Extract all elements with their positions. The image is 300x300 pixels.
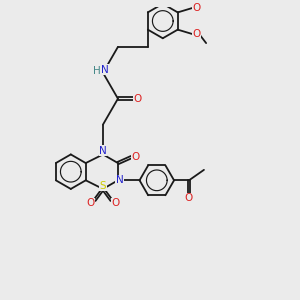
Text: O: O bbox=[192, 3, 200, 13]
Text: O: O bbox=[132, 152, 140, 162]
Text: N: N bbox=[116, 175, 123, 185]
Text: N: N bbox=[100, 65, 108, 75]
Text: O: O bbox=[192, 29, 200, 39]
Text: O: O bbox=[86, 198, 94, 208]
Text: O: O bbox=[185, 193, 193, 203]
Text: S: S bbox=[100, 181, 106, 191]
Text: N: N bbox=[99, 146, 107, 156]
Text: H: H bbox=[92, 66, 100, 76]
Text: O: O bbox=[112, 198, 120, 208]
Text: O: O bbox=[133, 94, 142, 104]
